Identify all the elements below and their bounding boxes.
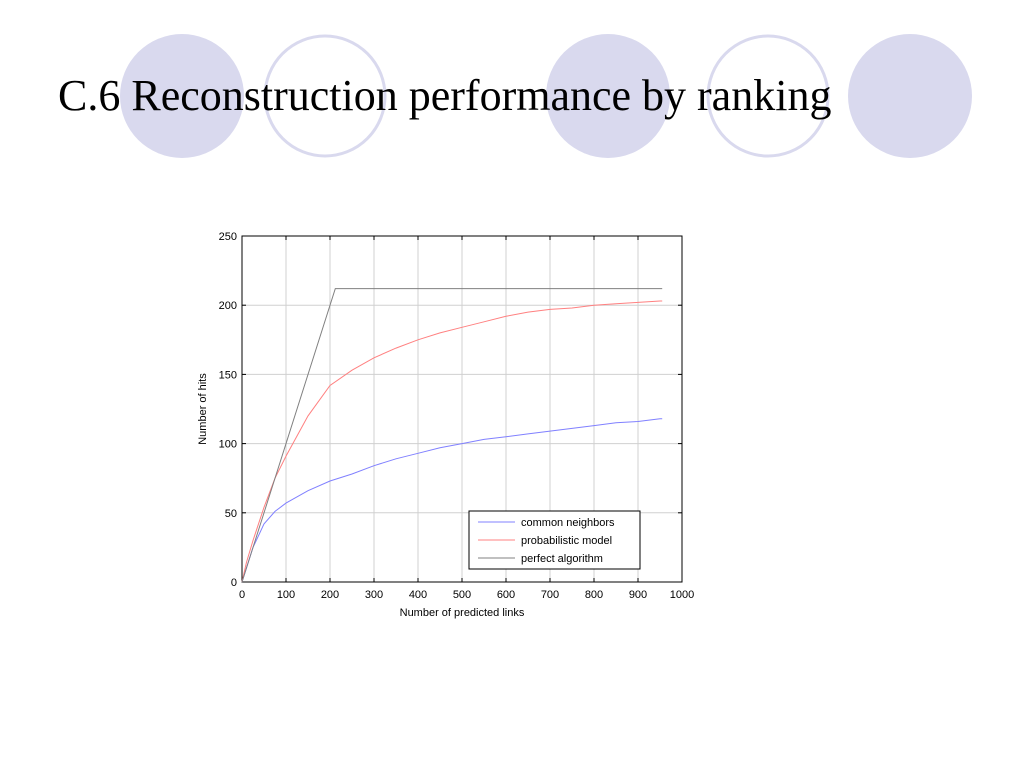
x-tick-label: 0	[239, 589, 245, 601]
series-line-perfect-algorithm	[241, 288, 663, 583]
series-line-common-neighbors	[241, 418, 663, 583]
x-tick-label: 500	[453, 589, 471, 601]
y-axis-title: Number of hits	[197, 373, 209, 445]
slide-title: C.6 Reconstruction performance by rankin…	[58, 71, 832, 120]
x-tick-label: 900	[629, 589, 647, 601]
decor-circle-filled	[546, 34, 670, 158]
x-tick-labels: 0 100 200 300 400 500 600 700 800 900 1000	[239, 589, 694, 601]
x-tick-label: 300	[365, 589, 383, 601]
y-tick-label: 250	[219, 231, 237, 243]
x-tick-label: 100	[277, 589, 295, 601]
slide-decoration	[120, 34, 972, 158]
y-tick-label: 50	[225, 508, 237, 520]
x-tick-label: 600	[497, 589, 515, 601]
y-tick-label: 150	[219, 369, 237, 381]
x-tick-label: 800	[585, 589, 603, 601]
decor-circle-outline	[706, 34, 830, 158]
legend-label: common neighbors	[521, 517, 615, 529]
decor-circle-filled	[120, 34, 244, 158]
series-lines	[241, 288, 663, 583]
y-tick-label: 100	[219, 439, 237, 451]
legend-label: perfect algorithm	[521, 553, 603, 565]
legend-label: probabilistic model	[521, 535, 612, 547]
x-tick-label: 200	[321, 589, 339, 601]
x-tick-label: 700	[541, 589, 559, 601]
decor-circle-filled	[848, 34, 972, 158]
x-axis-title: Number of predicted links	[400, 607, 525, 619]
x-tick-label: 400	[409, 589, 427, 601]
y-tick-label: 0	[231, 577, 237, 589]
decor-circle-outline	[263, 34, 387, 158]
y-tick-label: 200	[219, 300, 237, 312]
y-tick-labels: 0 50 100 150 200 250	[219, 231, 237, 589]
legend: common neighbors probabilistic model perfe…	[468, 510, 641, 570]
x-tick-label: 1000	[670, 589, 694, 601]
tick-marks	[241, 235, 683, 583]
